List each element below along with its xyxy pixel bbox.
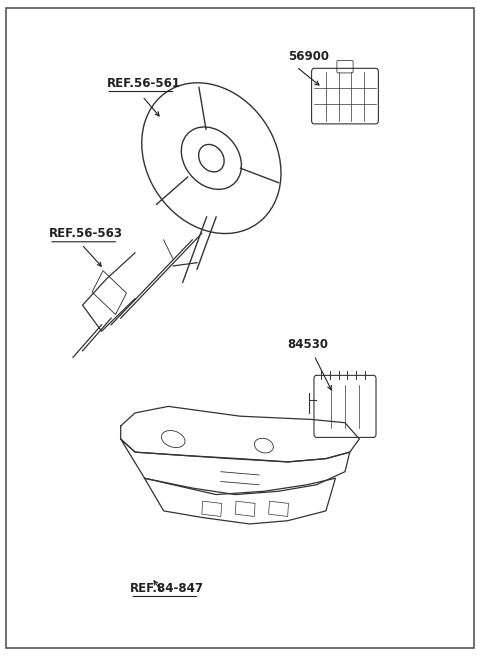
- Text: REF.56-563: REF.56-563: [49, 227, 123, 240]
- Bar: [269, 501, 288, 516]
- Bar: [202, 501, 222, 516]
- Bar: [92, 271, 126, 315]
- Text: 84530: 84530: [288, 338, 329, 351]
- Text: REF.84-847: REF.84-847: [130, 581, 204, 594]
- Bar: [235, 501, 255, 516]
- Text: 56900: 56900: [288, 51, 329, 64]
- Text: REF.56-561: REF.56-561: [107, 77, 180, 90]
